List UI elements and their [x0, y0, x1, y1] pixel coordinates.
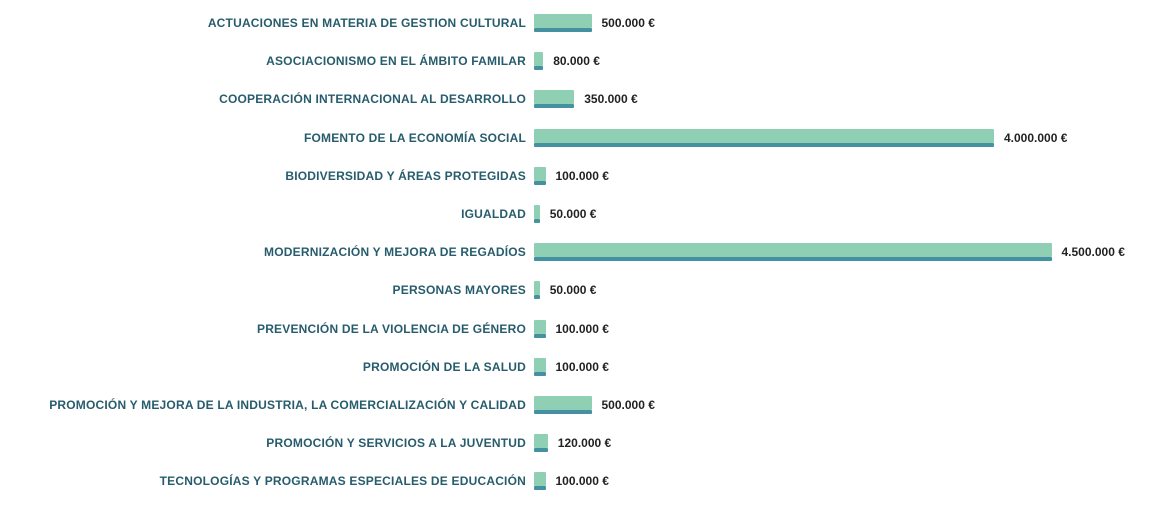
chart-row: IGUALDAD 50.000 €: [0, 195, 1173, 233]
bar-accent: [534, 334, 546, 338]
bar-main: [534, 243, 1052, 257]
bar: [534, 358, 546, 376]
bar-area: 100.000 €: [534, 462, 1173, 500]
value-label: 100.000 €: [556, 169, 609, 183]
category-label: TECNOLOGÍAS Y PROGRAMAS ESPECIALES DE ED…: [0, 474, 534, 488]
value-label: 4.000.000 €: [1004, 131, 1067, 145]
value-label: 50.000 €: [550, 283, 597, 297]
chart-row: FOMENTO DE LA ECONOMÍA SOCIAL 4.000.000 €: [0, 119, 1173, 157]
bar-area: 500.000 €: [534, 386, 1173, 424]
bar: [534, 472, 546, 490]
bar-accent: [534, 181, 546, 185]
bar: [534, 320, 546, 338]
value-label: 50.000 €: [550, 207, 597, 221]
category-label: BIODIVERSIDAD Y ÁREAS PROTEGIDAS: [0, 169, 534, 183]
chart-row: PROMOCIÓN DE LA SALUD 100.000 €: [0, 348, 1173, 386]
bar-main: [534, 167, 546, 181]
category-label: FOMENTO DE LA ECONOMÍA SOCIAL: [0, 131, 534, 145]
bar-main: [534, 472, 546, 486]
bar-main: [534, 52, 543, 66]
bar: [534, 129, 994, 147]
category-label: PROMOCIÓN Y SERVICIOS A LA JUVENTUD: [0, 436, 534, 450]
value-label: 100.000 €: [556, 322, 609, 336]
bar: [534, 167, 546, 185]
chart-row: ACTUACIONES EN MATERIA DE GESTION CULTUR…: [0, 4, 1173, 42]
bar-main: [534, 434, 548, 448]
bar-accent: [534, 219, 540, 223]
bar: [534, 434, 548, 452]
bar-accent: [534, 104, 574, 108]
chart-row: PERSONAS MAYORES 50.000 €: [0, 271, 1173, 309]
value-label: 120.000 €: [558, 436, 611, 450]
bar-accent: [534, 66, 543, 70]
chart-row: TECNOLOGÍAS Y PROGRAMAS ESPECIALES DE ED…: [0, 462, 1173, 500]
category-label: PROMOCIÓN Y MEJORA DE LA INDUSTRIA, LA C…: [0, 398, 534, 412]
bar-accent: [534, 143, 994, 147]
category-label: ASOCIACIONISMO EN EL ÁMBITO FAMILAR: [0, 54, 534, 68]
bar: [534, 52, 543, 70]
bar-area: 4.500.000 €: [534, 233, 1173, 271]
value-label: 100.000 €: [556, 474, 609, 488]
value-label: 80.000 €: [553, 54, 600, 68]
bar: [534, 14, 592, 32]
category-label: MODERNIZACIÓN Y MEJORA DE REGADÍOS: [0, 245, 534, 259]
bar-accent: [534, 448, 548, 452]
bar-accent: [534, 410, 592, 414]
chart-row: ASOCIACIONISMO EN EL ÁMBITO FAMILAR 80.00…: [0, 42, 1173, 80]
bar-accent: [534, 486, 546, 490]
bar-area: 100.000 €: [534, 310, 1173, 348]
bar-accent: [534, 295, 540, 299]
bar-main: [534, 281, 540, 295]
bar-area: 500.000 €: [534, 4, 1173, 42]
bar-accent: [534, 257, 1052, 261]
bar: [534, 396, 592, 414]
bar-main: [534, 205, 540, 219]
bar: [534, 281, 540, 299]
bar-main: [534, 129, 994, 143]
bar-area: 4.000.000 €: [534, 119, 1173, 157]
category-label: IGUALDAD: [0, 207, 534, 221]
bar-main: [534, 358, 546, 372]
bar-main: [534, 90, 574, 104]
category-label: PROMOCIÓN DE LA SALUD: [0, 360, 534, 374]
value-label: 100.000 €: [556, 360, 609, 374]
horizontal-bar-chart: ACTUACIONES EN MATERIA DE GESTION CULTUR…: [0, 0, 1173, 517]
value-label: 4.500.000 €: [1062, 245, 1125, 259]
bar-area: 50.000 €: [534, 195, 1173, 233]
bar-area: 100.000 €: [534, 348, 1173, 386]
chart-row: COOPERACIÓN INTERNACIONAL AL DESARROLLO 3…: [0, 80, 1173, 118]
bar-area: 50.000 €: [534, 271, 1173, 309]
bar-area: 80.000 €: [534, 42, 1173, 80]
category-label: COOPERACIÓN INTERNACIONAL AL DESARROLLO: [0, 92, 534, 106]
bar: [534, 243, 1052, 261]
category-label: ACTUACIONES EN MATERIA DE GESTION CULTUR…: [0, 16, 534, 30]
chart-row: PREVENCIÓN DE LA VIOLENCIA DE GÉNERO 100.…: [0, 310, 1173, 348]
bar-area: 100.000 €: [534, 157, 1173, 195]
bar-accent: [534, 372, 546, 376]
value-label: 350.000 €: [584, 92, 637, 106]
bar-accent: [534, 28, 592, 32]
bar: [534, 205, 540, 223]
chart-row: BIODIVERSIDAD Y ÁREAS PROTEGIDAS 100.000 …: [0, 157, 1173, 195]
chart-row: PROMOCIÓN Y MEJORA DE LA INDUSTRIA, LA C…: [0, 386, 1173, 424]
category-label: PREVENCIÓN DE LA VIOLENCIA DE GÉNERO: [0, 322, 534, 336]
bar-main: [534, 320, 546, 334]
bar-area: 120.000 €: [534, 424, 1173, 462]
category-label: PERSONAS MAYORES: [0, 283, 534, 297]
bar: [534, 90, 574, 108]
bar-main: [534, 396, 592, 410]
value-label: 500.000 €: [602, 16, 655, 30]
bar-area: 350.000 €: [534, 80, 1173, 118]
value-label: 500.000 €: [602, 398, 655, 412]
chart-row: MODERNIZACIÓN Y MEJORA DE REGADÍOS 4.500.…: [0, 233, 1173, 271]
chart-row: PROMOCIÓN Y SERVICIOS A LA JUVENTUD 120.0…: [0, 424, 1173, 462]
bar-main: [534, 14, 592, 28]
